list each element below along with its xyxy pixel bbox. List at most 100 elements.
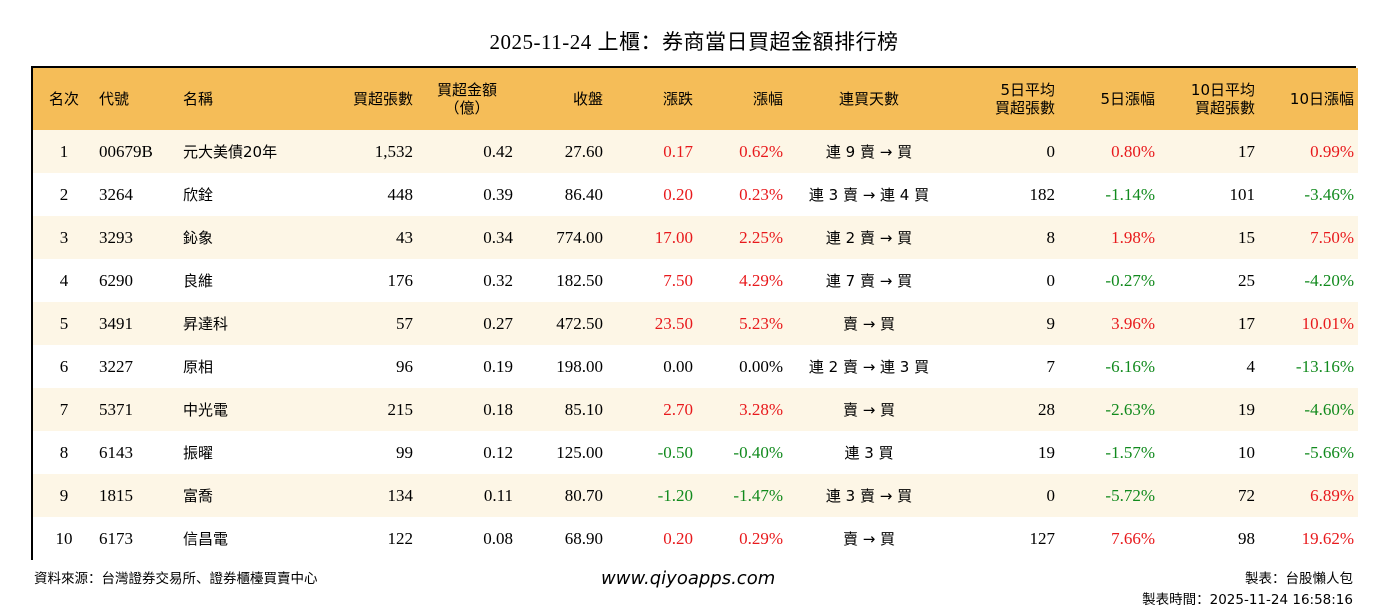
pct-cell: 0.29% bbox=[739, 528, 783, 548]
column-header-label: 名次 bbox=[48, 90, 79, 108]
pct10-cell: -4.20% bbox=[1304, 270, 1354, 290]
avg5-cell: 0 bbox=[1046, 270, 1056, 290]
pct10-cell: -3.46% bbox=[1304, 184, 1354, 204]
code-cell: 00679B bbox=[99, 141, 153, 161]
close-cell: 182.50 bbox=[556, 270, 603, 290]
name-cell: 原相 bbox=[183, 358, 214, 376]
buy-lots-cell: 1,532 bbox=[374, 141, 413, 161]
pct5-cell: 3.96% bbox=[1111, 313, 1155, 333]
table-row[interactable]: 9 1815 富喬 134 0.11 80.70 -1.20 -1.47% 連 3 賣 → 買 0… bbox=[33, 474, 1358, 517]
pct5-cell: -1.57% bbox=[1105, 442, 1155, 462]
avg5-cell: 182 bbox=[1029, 184, 1056, 204]
name-cell: 元大美債20年 bbox=[183, 143, 278, 161]
column-header: 收盤 bbox=[517, 68, 607, 130]
close-cell: 198.00 bbox=[556, 356, 603, 376]
buy-amount-cell: 0.39 bbox=[483, 184, 513, 204]
buy-amount-cell: 0.12 bbox=[483, 442, 513, 462]
column-header-label: 收盤 bbox=[572, 90, 603, 108]
author-note: 製表：台股懶人包 bbox=[1245, 571, 1353, 587]
change-cell: 17.00 bbox=[654, 227, 693, 247]
code-cell: 3264 bbox=[99, 184, 133, 204]
streak-cell: 賣 → 買 bbox=[842, 315, 896, 333]
table-row[interactable]: 8 6143 振曜 99 0.12 125.00 -0.50 -0.40% 連 3 買 19 -1.… bbox=[33, 431, 1358, 474]
column-header-label: 10日漲幅 bbox=[1289, 90, 1354, 108]
code-cell: 6173 bbox=[99, 528, 133, 548]
buy-lots-cell: 448 bbox=[387, 184, 414, 204]
rank-cell: 9 bbox=[59, 485, 69, 505]
change-cell: 7.50 bbox=[663, 270, 693, 290]
rank-cell: 4 bbox=[59, 270, 69, 290]
column-header-label: 5日平均 bbox=[1000, 81, 1055, 99]
change-cell: 0.20 bbox=[663, 528, 693, 548]
avg10-cell: 17 bbox=[1238, 313, 1255, 333]
pct5-cell: 1.98% bbox=[1111, 227, 1155, 247]
avg5-cell: 28 bbox=[1038, 399, 1055, 419]
column-header-sublabel: （億） bbox=[444, 99, 490, 117]
table-row[interactable]: 2 3264 欣銓 448 0.39 86.40 0.20 0.23% 連 3 賣 → 連 4 … bbox=[33, 173, 1358, 216]
name-cell: 良維 bbox=[183, 272, 214, 290]
buy-amount-cell: 0.19 bbox=[483, 356, 513, 376]
column-header-label: 漲跌 bbox=[662, 90, 693, 108]
column-header: 名稱 bbox=[179, 68, 309, 130]
avg5-cell: 0 bbox=[1046, 141, 1056, 161]
name-cell: 欣銓 bbox=[183, 186, 214, 204]
table-row[interactable]: 6 3227 原相 96 0.19 198.00 0.00 0.00% 連 2 賣 → 連 3 … bbox=[33, 345, 1358, 388]
avg5-cell: 0 bbox=[1046, 485, 1056, 505]
buy-amount-cell: 0.34 bbox=[483, 227, 513, 247]
avg10-cell: 17 bbox=[1238, 141, 1255, 161]
pct10-cell: 0.99% bbox=[1310, 141, 1354, 161]
table-row[interactable]: 10 6173 信昌電 122 0.08 68.90 0.20 0.29% 賣 → 買 127 7.… bbox=[33, 517, 1358, 560]
table-row[interactable]: 3 3293 鈊象 43 0.34 774.00 17.00 2.25% 連 2 賣 → 買 8 1… bbox=[33, 216, 1358, 259]
change-cell: 0.00 bbox=[663, 356, 693, 376]
table-row[interactable]: 1 00679B 元大美債20年 1,532 0.42 27.60 0.17 0.62% 連 9… bbox=[33, 130, 1358, 173]
streak-cell: 連 3 買 bbox=[844, 444, 894, 462]
pct-cell: 3.28% bbox=[739, 399, 783, 419]
rank-cell: 1 bbox=[59, 141, 69, 161]
table-header-row: 名次 代號 名稱 買超張數 買超金額 （億） 收盤 漲跌 漲幅 連買天數 5日平均 買超張數 5日漲幅 1… bbox=[33, 68, 1358, 130]
pct5-cell: -1.14% bbox=[1105, 184, 1155, 204]
avg5-cell: 127 bbox=[1029, 528, 1056, 548]
rank-cell: 5 bbox=[59, 313, 69, 333]
rank-cell: 2 bbox=[59, 184, 69, 204]
avg10-cell: 72 bbox=[1238, 485, 1255, 505]
avg10-cell: 4 bbox=[1246, 356, 1256, 376]
pct-cell: 4.29% bbox=[739, 270, 783, 290]
buy-lots-cell: 134 bbox=[387, 485, 414, 505]
column-header: 連買天數 bbox=[787, 68, 951, 130]
column-header: 名次 bbox=[33, 68, 95, 130]
pct5-cell: -2.63% bbox=[1105, 399, 1155, 419]
avg10-cell: 98 bbox=[1238, 528, 1255, 548]
code-cell: 6290 bbox=[99, 270, 133, 290]
change-cell: -0.50 bbox=[657, 442, 693, 462]
buy-amount-cell: 0.32 bbox=[483, 270, 513, 290]
buy-amount-cell: 0.11 bbox=[483, 485, 513, 505]
pct-cell: -0.40% bbox=[733, 442, 783, 462]
code-cell: 3491 bbox=[99, 313, 133, 333]
streak-cell: 連 3 賣 → 買 bbox=[825, 487, 913, 505]
close-cell: 27.60 bbox=[564, 141, 603, 161]
column-header-label: 漲幅 bbox=[752, 90, 783, 108]
pct10-cell: -5.66% bbox=[1304, 442, 1354, 462]
avg5-cell: 7 bbox=[1046, 356, 1056, 376]
name-cell: 鈊象 bbox=[183, 229, 214, 247]
change-cell: -1.20 bbox=[657, 485, 693, 505]
buy-lots-cell: 96 bbox=[396, 356, 413, 376]
change-cell: 23.50 bbox=[654, 313, 693, 333]
avg10-cell: 10 bbox=[1238, 442, 1255, 462]
pct5-cell: 0.80% bbox=[1111, 141, 1155, 161]
pct-cell: 0.23% bbox=[739, 184, 783, 204]
streak-cell: 連 2 賣 → 買 bbox=[825, 229, 913, 247]
table-row[interactable]: 7 5371 中光電 215 0.18 85.10 2.70 3.28% 賣 → 買 28 -2.6… bbox=[33, 388, 1358, 431]
close-cell: 472.50 bbox=[556, 313, 603, 333]
avg10-cell: 25 bbox=[1238, 270, 1255, 290]
column-header: 買超張數 bbox=[309, 68, 417, 130]
table-row[interactable]: 5 3491 昇達科 57 0.27 472.50 23.50 5.23% 賣 → 買 9 3.96… bbox=[33, 302, 1358, 345]
table-row[interactable]: 4 6290 良維 176 0.32 182.50 7.50 4.29% 連 7 賣 → 買 0 -… bbox=[33, 259, 1358, 302]
pct10-cell: 19.62% bbox=[1301, 528, 1354, 548]
pct5-cell: -5.72% bbox=[1105, 485, 1155, 505]
buy-amount-cell: 0.27 bbox=[483, 313, 513, 333]
website-link[interactable]: www.qiyoapps.com bbox=[601, 568, 776, 589]
column-header: 漲跌 bbox=[607, 68, 697, 130]
rank-cell: 8 bbox=[59, 442, 69, 462]
close-cell: 774.00 bbox=[556, 227, 603, 247]
